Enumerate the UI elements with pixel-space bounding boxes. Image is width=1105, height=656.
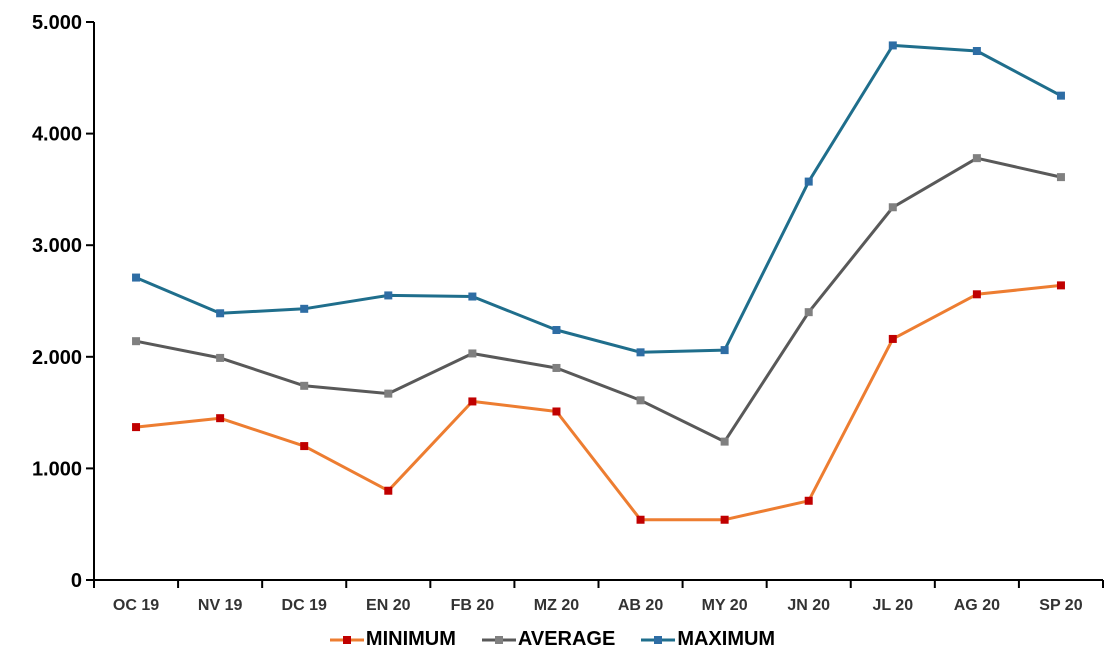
data-point-maximum (972, 47, 981, 56)
data-point-maximum (636, 348, 645, 357)
legend-item-minimum: MINIMUM (329, 628, 456, 651)
x-tick-label: NV 19 (198, 597, 243, 614)
x-tick-label: MY 20 (702, 597, 748, 614)
data-point-minimum (132, 423, 141, 432)
data-point-average (468, 349, 477, 358)
series-average (132, 154, 1065, 446)
data-point-minimum (888, 334, 897, 343)
data-point-average (132, 337, 141, 346)
data-point-average (720, 437, 729, 446)
data-point-average (636, 396, 645, 405)
series-minimum (132, 281, 1065, 524)
data-point-average (972, 154, 981, 163)
data-point-average (384, 389, 393, 398)
data-point-minimum (636, 515, 645, 524)
data-point-minimum (1056, 281, 1065, 290)
series-line-average (135, 156, 1062, 444)
chart-legend: MINIMUM AVERAGE MAXIMUM (0, 628, 1105, 651)
x-tick-label: SP 20 (1039, 597, 1082, 614)
data-point-minimum (720, 515, 729, 524)
y-tick-label: 0 (71, 570, 82, 592)
data-point-average (216, 353, 225, 362)
legend-item-average: AVERAGE (481, 628, 616, 651)
series-line-minimum (135, 283, 1062, 522)
data-point-average (552, 363, 561, 372)
chart-series (132, 41, 1065, 524)
legend-label-minimum: MINIMUM (365, 628, 456, 650)
y-tick-label: 4.000 (32, 124, 82, 146)
x-tick-label: FB 20 (451, 597, 495, 614)
legend-swatch-maximum (641, 635, 676, 644)
data-point-minimum (216, 414, 225, 423)
data-point-maximum (720, 346, 729, 355)
legend-item-maximum: MAXIMUM (641, 628, 775, 651)
data-point-maximum (216, 309, 225, 318)
x-tick-label: MZ 20 (534, 597, 579, 614)
data-point-maximum (552, 326, 561, 335)
data-point-average (1056, 173, 1065, 182)
data-point-average (300, 381, 309, 390)
data-point-maximum (888, 41, 897, 50)
x-tick-label: DC 19 (282, 597, 327, 614)
x-tick-label: AB 20 (618, 597, 663, 614)
x-tick-label: OC 19 (113, 597, 159, 614)
x-tick-label: JN 20 (787, 597, 830, 614)
data-point-maximum (132, 273, 141, 282)
data-point-maximum (468, 292, 477, 301)
data-point-minimum (552, 407, 561, 416)
x-tick-label: EN 20 (366, 597, 411, 614)
y-tick-label: 5.000 (32, 12, 82, 34)
data-point-maximum (1056, 91, 1065, 100)
legend-label-average: AVERAGE (517, 628, 616, 650)
y-tick-label: 2.000 (32, 347, 82, 369)
y-axis-ticks: 0 1.000 2.000 3.000 4.000 5.000 (32, 12, 94, 592)
y-tick-label: 1.000 (32, 458, 82, 480)
x-tick-label: JL 20 (872, 597, 913, 614)
data-point-minimum (384, 486, 393, 495)
legend-swatch-minimum (329, 635, 364, 644)
legend-label-maximum: MAXIMUM (677, 628, 776, 650)
data-point-minimum (300, 442, 309, 451)
x-axis-ticks: OC 19 NV 19 DC 19 EN 20 FB 20 MZ 20 AB 20 MY 20… (93, 580, 1104, 614)
series-line-maximum (135, 43, 1062, 354)
data-point-average (804, 308, 813, 317)
x-tick-label: AG 20 (954, 597, 1000, 614)
chart-axes (93, 22, 1103, 581)
legend-swatch-average (481, 635, 516, 644)
data-point-average (888, 203, 897, 212)
y-tick-label: 3.000 (32, 235, 82, 257)
data-point-minimum (972, 290, 981, 299)
data-point-maximum (300, 304, 309, 313)
data-point-maximum (804, 177, 813, 186)
data-point-minimum (468, 397, 477, 406)
data-point-minimum (804, 496, 813, 505)
series-maximum (132, 41, 1065, 357)
data-point-maximum (384, 291, 393, 300)
